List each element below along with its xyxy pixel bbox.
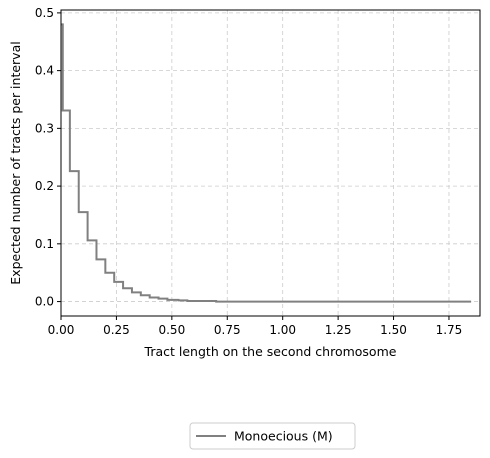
- y-axis: 0.0 0.1 0.2 0.3 0.4 0.5: [35, 6, 61, 309]
- plot-frame: [60, 9, 481, 317]
- x-tick-label: 1.25: [325, 323, 352, 337]
- y-axis-label: Expected number of tracts per interval: [8, 41, 23, 284]
- legend: Monoecious (M): [189, 422, 356, 450]
- x-tick-label: 0.00: [48, 323, 75, 337]
- legend-box: [189, 422, 356, 450]
- y-tick-label: 0.0: [35, 295, 54, 309]
- x-tick-label: 1.00: [269, 323, 296, 337]
- x-axis: 0.00 0.25 0.50 0.75 1.00 1.25 1.50 1.75: [48, 316, 463, 337]
- x-tick-label: 1.75: [436, 323, 463, 337]
- y-tick-label: 0.2: [35, 179, 54, 193]
- legend-label: Monoecious (M): [234, 429, 333, 444]
- x-axis-label: Tract length on the second chromosome: [144, 344, 397, 359]
- y-tick-label: 0.4: [35, 64, 54, 78]
- x-tick-label: 0.50: [158, 323, 185, 337]
- series-group: [61, 23, 472, 303]
- grid: [60, 10, 480, 316]
- y-tick-label: 0.3: [35, 121, 54, 135]
- x-tick-label: 1.50: [380, 323, 407, 337]
- x-tick-label: 0.75: [214, 323, 241, 337]
- y-tick-label: 0.5: [35, 6, 54, 20]
- series-line: [61, 23, 472, 303]
- x-tick-label: 0.25: [103, 323, 130, 337]
- y-tick-label: 0.1: [35, 237, 54, 251]
